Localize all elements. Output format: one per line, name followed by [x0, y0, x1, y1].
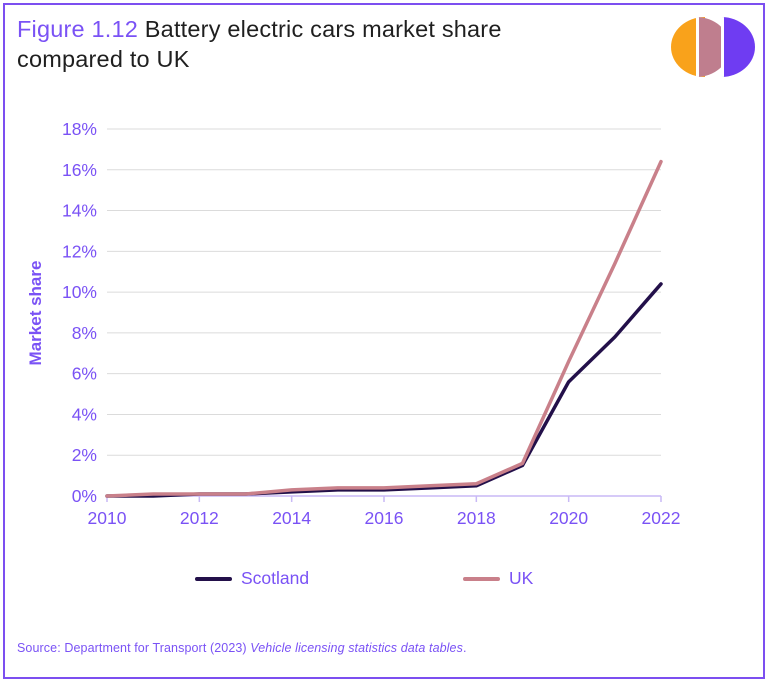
legend-swatch-scotland	[195, 576, 232, 581]
y-tick-label: 0%	[72, 486, 97, 506]
legend-item-uk: UK	[463, 568, 533, 589]
source-note: Source: Department for Transport (2023) …	[17, 641, 467, 655]
y-tick-label: 4%	[72, 404, 97, 424]
legend-label-uk: UK	[509, 568, 534, 588]
series-line-scotland	[105, 282, 663, 498]
line-chart: 0% 2% 4% 6% 8% 10% 12% 14% 16% 18% 2010 2012 2014 201…	[62, 119, 681, 528]
y-tick-label: 6%	[72, 364, 97, 384]
report-logo	[671, 17, 755, 77]
legend-item-scotland: Scotland	[195, 568, 309, 589]
figure-title-line1: Battery electric cars market share	[138, 16, 502, 42]
figure-title: Figure 1.12 Battery electric cars market…	[17, 14, 637, 74]
source-prefix: Source: Department for Transport (2023)	[17, 641, 251, 655]
figure-title-line2: compared to UK	[17, 46, 190, 72]
y-tick-label: 10%	[62, 282, 97, 302]
source-period: .	[462, 641, 467, 655]
figure-number: Figure 1.12	[17, 16, 139, 42]
x-tick-label: 2020	[549, 508, 588, 528]
y-tick-label: 16%	[62, 160, 97, 180]
logo-arc-purple	[721, 17, 755, 77]
series-line-uk	[105, 159, 663, 498]
legend-swatch-uk	[463, 576, 500, 581]
y-tick-label: 8%	[72, 323, 97, 343]
x-tick-label: 2022	[642, 508, 681, 528]
y-tick-label: 18%	[62, 119, 97, 139]
legend-label-scotland: Scotland	[241, 568, 310, 588]
x-tick-label: 2014	[272, 508, 311, 528]
source-publication: Vehicle licensing statistics data tables	[250, 641, 463, 655]
x-tick-label: 2016	[365, 508, 404, 528]
x-tick-label: 2012	[180, 508, 219, 528]
y-tick-label: 2%	[72, 445, 97, 465]
x-tick-label: 2018	[457, 508, 496, 528]
y-tick-label: 12%	[62, 241, 97, 261]
x-tick-label: 2010	[88, 508, 127, 528]
y-tick-label: 14%	[62, 201, 97, 221]
